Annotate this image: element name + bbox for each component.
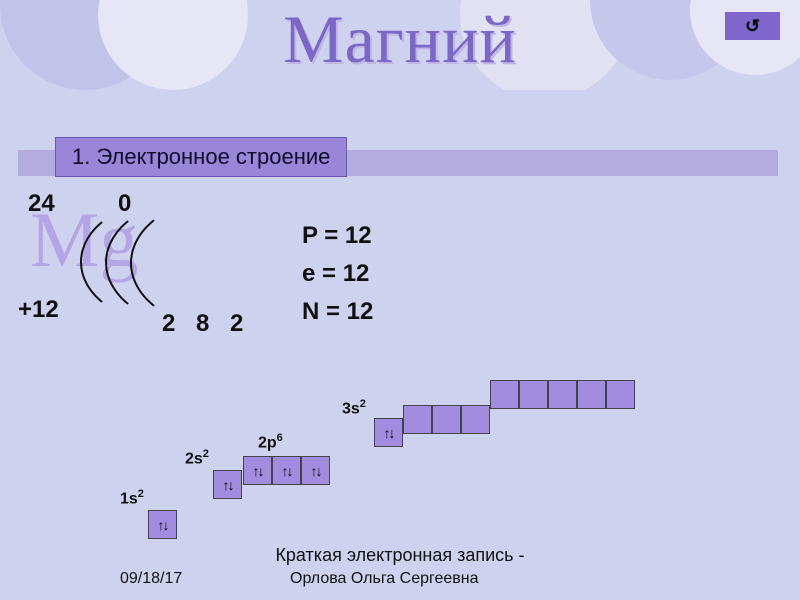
electron-pair-icon: ↑↓ <box>223 477 233 493</box>
orbital-box: ↑↓ <box>148 510 177 539</box>
orbital-label-2p: 2p6 <box>258 432 283 452</box>
section-heading: 1. Электронное строение <box>55 137 347 177</box>
orbital-box: ↑↓ <box>374 418 403 447</box>
shell-arc <box>130 196 324 330</box>
electron-pair-icon: ↑↓ <box>311 463 321 479</box>
footer-author: Орлова Ольга Сергеевна <box>290 570 479 588</box>
proton-count: P = 12 <box>302 222 372 250</box>
page-title: Магний <box>0 0 800 79</box>
orbital-box-empty <box>490 380 519 409</box>
electron-pair-icon: ↑↓ <box>158 517 168 533</box>
orbital-label-2s: 2s2 <box>185 448 209 468</box>
orbital-box-empty <box>548 380 577 409</box>
footer-note: Краткая электронная запись - <box>0 545 800 566</box>
orbital-box-empty <box>519 380 548 409</box>
orbital-box: ↑↓ <box>272 456 301 485</box>
shell-electrons-1: 2 <box>162 310 175 338</box>
orbital-box: ↑↓ <box>301 456 330 485</box>
orbital-box-empty <box>461 405 490 434</box>
electron-pair-icon: ↑↓ <box>384 425 394 441</box>
nucleus-charge: +12 <box>18 296 59 324</box>
orbital-box-empty <box>403 405 432 434</box>
footer-date: 09/18/17 <box>120 570 182 588</box>
electron-count: e = 12 <box>302 260 369 288</box>
orbital-box-empty <box>577 380 606 409</box>
electron-pair-icon: ↑↓ <box>253 463 263 479</box>
orbital-box: ↑↓ <box>243 456 272 485</box>
orbital-label-1s: 1s2 <box>120 488 144 508</box>
orbital-label-3s: 3s2 <box>342 398 366 418</box>
orbital-box: ↑↓ <box>213 470 242 499</box>
orbital-box-empty <box>432 405 461 434</box>
shell-electrons-3: 2 <box>230 310 243 338</box>
orbital-box-empty <box>606 380 635 409</box>
electron-pair-icon: ↑↓ <box>282 463 292 479</box>
neutron-count: N = 12 <box>302 298 373 326</box>
shell-electrons-2: 8 <box>196 310 209 338</box>
